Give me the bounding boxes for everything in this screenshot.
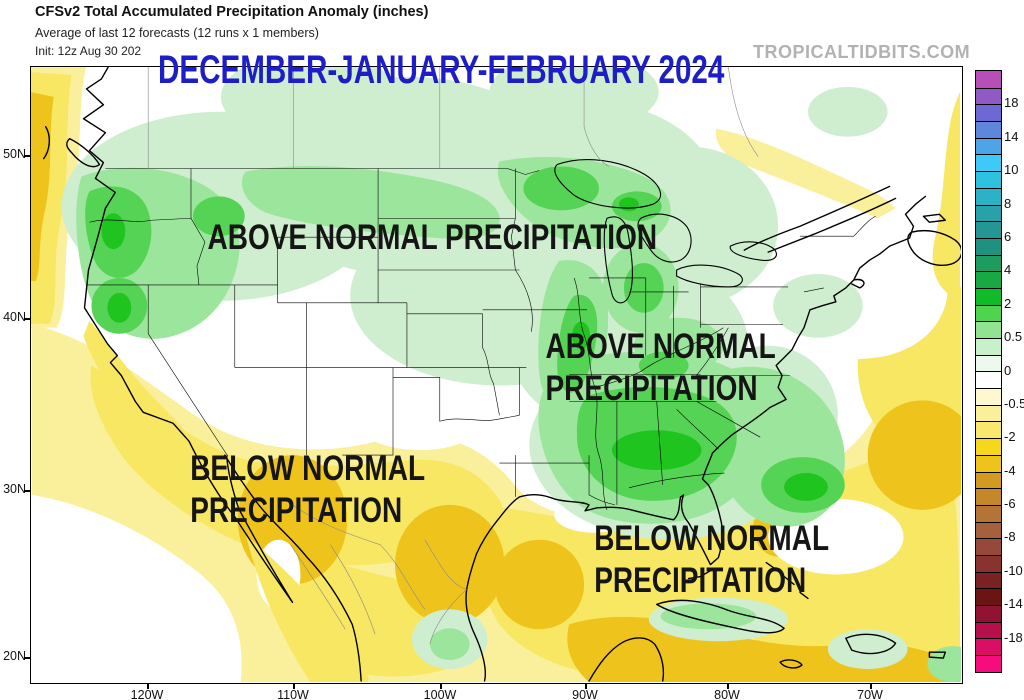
lat-axis-label: 40N xyxy=(3,310,26,324)
colorbar-segment xyxy=(976,471,1001,489)
colorbar-segment xyxy=(976,588,1001,605)
state-borders xyxy=(87,168,876,510)
precipitation-anomaly-map xyxy=(30,66,963,684)
anomaly-colorbar xyxy=(975,70,1002,673)
colorbar-segment xyxy=(976,388,1001,405)
lon-axis-label: 80W xyxy=(714,688,740,700)
colorbar-tick-label: 4 xyxy=(1004,262,1012,278)
positive-anomaly-fills xyxy=(61,67,961,682)
colorbar-segment xyxy=(976,304,1001,322)
colorbar-segment xyxy=(976,488,1001,505)
colorbar-segment xyxy=(976,338,1001,355)
page-title: CFSv2 Total Accumulated Precipitation An… xyxy=(35,4,429,20)
lon-axis-label: 90W xyxy=(572,688,598,700)
province-borders xyxy=(147,67,759,645)
colorbar-tick-label: 2 xyxy=(1004,295,1012,311)
lon-tick xyxy=(870,684,872,689)
annotation-line: BELOW NORMAL xyxy=(594,519,830,558)
colorbar-segment xyxy=(976,404,1001,422)
coastline xyxy=(43,67,961,682)
lat-tick xyxy=(24,155,30,157)
overlay-yellow-fills xyxy=(245,91,961,682)
colorbar-segment xyxy=(976,554,1001,572)
colorbar-segment xyxy=(976,605,1001,622)
init-time-label: Init: 12z Aug 30 202 xyxy=(35,44,142,58)
colorbar-segment xyxy=(976,421,1001,439)
colorbar-tick-label: -6 xyxy=(1004,496,1016,512)
great-lakes-outlines xyxy=(554,159,777,304)
colorbar-segment xyxy=(976,187,1001,205)
lon-axis-label: 120W xyxy=(130,688,164,700)
colorbar-tick-label: -4 xyxy=(1004,462,1016,478)
colorbar-segment xyxy=(976,438,1001,455)
colorbar-tick-label: -0.5 xyxy=(1004,395,1024,411)
annotation-line: BELOW NORMAL xyxy=(190,449,426,488)
colorbar-tick-label: -14 xyxy=(1004,596,1023,612)
lon-tick xyxy=(727,684,729,689)
colorbar-segment xyxy=(976,371,1001,389)
colorbar-tick-label: 14 xyxy=(1004,128,1019,144)
page-subtitle: Average of last 12 forecasts (12 runs x … xyxy=(35,26,319,40)
annotation-line: ABOVE NORMAL PRECIPITATION xyxy=(207,218,658,257)
colorbar-tick-label: 0.5 xyxy=(1004,329,1023,345)
annotation-below-normal-southeast: BELOW NORMAL PRECIPITATION xyxy=(594,518,830,602)
colorbar-tick-label: -2 xyxy=(1004,429,1016,445)
colorbar-segment xyxy=(976,271,1001,288)
colorbar-segment xyxy=(976,321,1001,338)
colorbar-segment xyxy=(976,121,1001,138)
colorbar-segment xyxy=(976,71,1001,88)
annotation-above-normal-northwest: ABOVE NORMAL PRECIPITATION xyxy=(207,217,658,259)
colorbar-segment xyxy=(976,171,1001,188)
colorbar-tick-label: 10 xyxy=(1004,162,1019,178)
annotation-above-normal-east: ABOVE NORMAL PRECIPITATION xyxy=(545,326,776,410)
colorbar-segment xyxy=(976,154,1001,172)
annotation-line: ABOVE NORMAL xyxy=(545,327,776,366)
colorbar-tick-label: -10 xyxy=(1004,562,1023,578)
colorbar-segment xyxy=(976,538,1001,555)
lon-tick xyxy=(585,684,587,689)
colorbar-segment xyxy=(976,638,1001,656)
lat-tick xyxy=(24,657,30,659)
colorbar-segment xyxy=(976,504,1001,522)
annotation-line: PRECIPITATION xyxy=(545,369,758,408)
colorbar-segment xyxy=(976,137,1001,155)
lon-tick xyxy=(440,684,442,689)
colorbar-segment xyxy=(976,237,1001,255)
lat-axis-label: 20N xyxy=(3,649,26,663)
colorbar-segment xyxy=(976,454,1001,472)
lon-axis-label: 70W xyxy=(857,688,883,700)
colorbar-segment xyxy=(976,221,1001,238)
colorbar-segment xyxy=(976,354,1001,372)
colorbar-segment xyxy=(976,287,1001,305)
annotation-below-normal-southwest: BELOW NORMAL PRECIPITATION xyxy=(190,448,426,532)
lat-axis-label: 50N xyxy=(3,147,26,161)
colorbar-tick-label: 0 xyxy=(1004,362,1012,378)
lat-axis-label: 30N xyxy=(3,482,26,496)
map-canvas xyxy=(31,67,961,682)
colorbar-segment xyxy=(976,87,1001,105)
colorbar-segment xyxy=(976,254,1001,272)
colorbar-tick-label: -8 xyxy=(1004,529,1016,545)
annotation-line: PRECIPITATION xyxy=(190,491,403,530)
colorbar-segment xyxy=(976,571,1001,589)
lon-tick xyxy=(147,684,149,689)
colorbar-segment xyxy=(976,104,1001,122)
season-heading: DECEMBER-JANUARY-FEBRUARY 2024 xyxy=(158,48,725,92)
lon-tick xyxy=(293,684,295,689)
colorbar-segment xyxy=(976,621,1001,639)
lon-axis-label: 110W xyxy=(277,688,309,700)
lat-tick xyxy=(24,318,30,320)
colorbar-tick-label: 8 xyxy=(1004,195,1012,211)
lon-axis-label: 100W xyxy=(423,688,457,700)
colorbar-tick-label: -18 xyxy=(1004,629,1023,645)
site-watermark: TROPICALTIDBITS.COM xyxy=(753,42,971,62)
colorbar-tick-label: 18 xyxy=(1004,95,1019,111)
colorbar-tick-label: 6 xyxy=(1004,228,1012,244)
colorbar-segment xyxy=(976,655,1001,672)
colorbar-segment xyxy=(976,521,1001,539)
colorbar-segment xyxy=(976,204,1001,222)
annotation-line: PRECIPITATION xyxy=(594,561,807,600)
lat-tick xyxy=(24,490,30,492)
